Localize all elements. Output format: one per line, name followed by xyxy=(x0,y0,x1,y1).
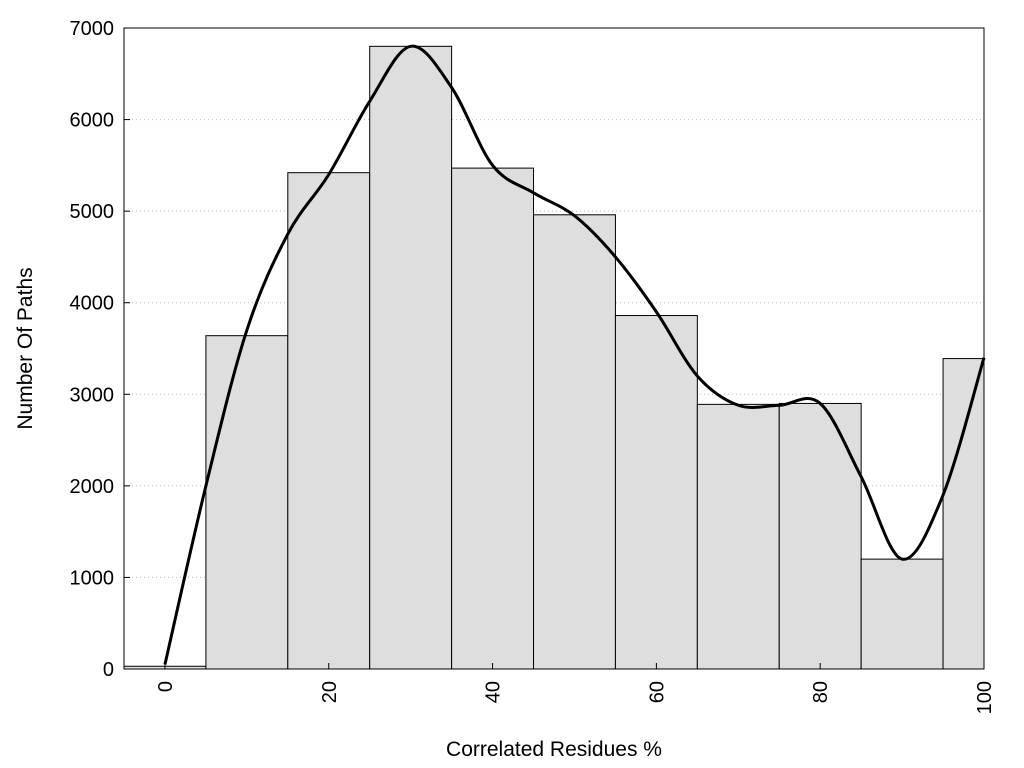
x-axis-ticks: 0 20 40 60 80 100 xyxy=(155,663,996,714)
histogram-bar xyxy=(860,558,944,670)
plot-frame xyxy=(123,27,985,670)
y-tick-label: 5000 xyxy=(70,201,115,223)
histogram-bar xyxy=(778,402,862,670)
histogram-bar xyxy=(533,214,616,670)
y-tick-label: 6000 xyxy=(70,110,115,132)
bars xyxy=(123,45,985,670)
y-axis-ticks: 0 1000 2000 3000 4000 5000 6000 7000 xyxy=(70,18,130,681)
x-tick-label: 60 xyxy=(646,681,668,703)
y-tick-label: 1000 xyxy=(70,567,115,589)
y-tick-label: 2000 xyxy=(70,476,115,498)
histogram-bar xyxy=(696,403,780,670)
x-tick-label: 0 xyxy=(155,681,177,692)
x-tick-label: 40 xyxy=(483,681,505,703)
histogram-bar xyxy=(451,167,535,670)
histogram-bar xyxy=(287,172,371,670)
x-tick-label: 80 xyxy=(810,681,832,703)
histogram-bar xyxy=(369,45,453,670)
histogram-bar xyxy=(614,315,698,670)
histogram-bar xyxy=(942,358,985,670)
y-axis-title: Number Of Paths xyxy=(14,267,37,429)
y-tick-label: 0 xyxy=(103,659,114,681)
y-tick-label: 7000 xyxy=(70,18,115,40)
density-curve xyxy=(163,44,986,665)
x-axis-title: Correlated Residues % xyxy=(446,738,662,761)
y-tick-label: 3000 xyxy=(70,384,115,406)
histogram-bar xyxy=(205,335,289,670)
x-tick-label: 20 xyxy=(319,681,341,703)
y-tick-label: 4000 xyxy=(70,293,115,315)
x-tick-label: 100 xyxy=(974,681,996,714)
